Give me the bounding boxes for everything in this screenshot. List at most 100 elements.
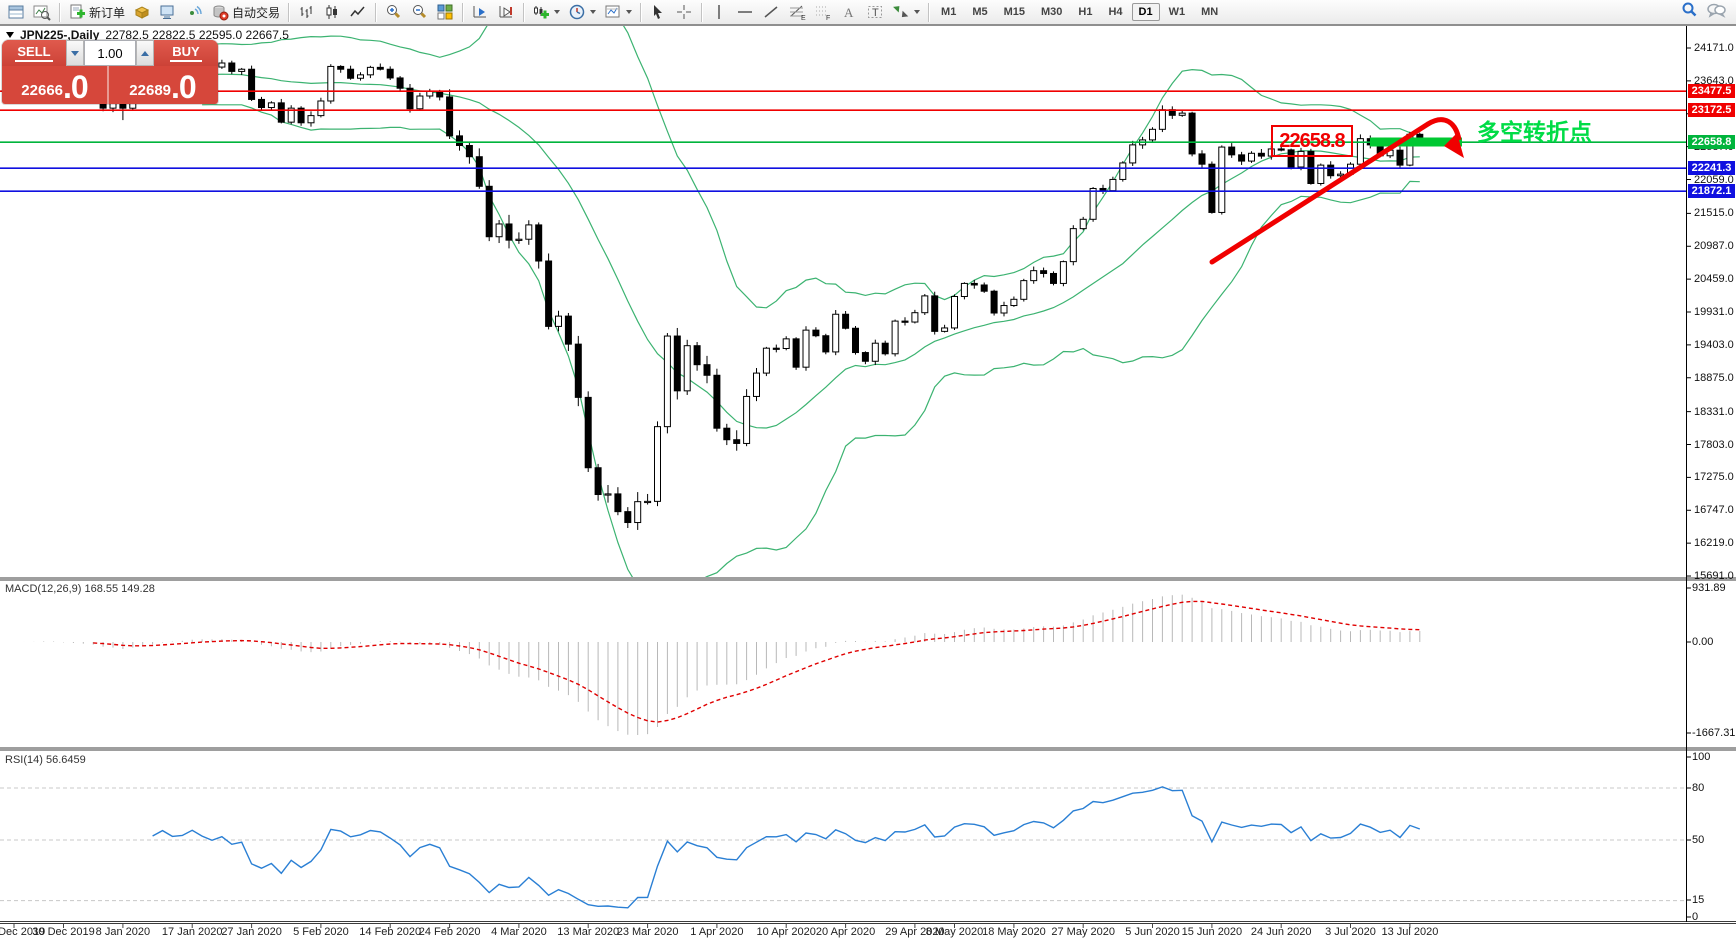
date-axis-label: 4 Mar 2020	[491, 926, 547, 938]
tile-windows-icon[interactable]	[433, 2, 457, 23]
timeframe-d1[interactable]: D1	[1131, 3, 1160, 21]
vertical-line-tool-icon[interactable]	[707, 2, 731, 23]
price-axis-label: 18331.0	[1694, 405, 1734, 418]
timeframe-m15[interactable]: M15	[1003, 6, 1025, 18]
price-axis-label: 23643.0	[1694, 74, 1734, 87]
bar-chart-icon[interactable]	[294, 2, 318, 23]
text-tool-icon[interactable]: A	[837, 2, 861, 23]
date-axis-label: 20 Apr 2020	[815, 926, 876, 938]
macd-axis-label: 931.89	[1692, 582, 1726, 594]
dropdown-caret	[590, 10, 597, 14]
timeframe-m30[interactable]: M30	[1041, 6, 1063, 18]
svg-text:T: T	[872, 7, 879, 19]
timeframe-h4[interactable]: H4	[1108, 6, 1123, 18]
zoom-in-icon[interactable]	[381, 2, 405, 23]
date-axis-label: 29 Apr 2020	[885, 926, 945, 938]
grid-tool-icon[interactable]: F	[811, 2, 835, 23]
periods-clock-button[interactable]	[565, 2, 599, 23]
zoom-out-icon[interactable]	[407, 2, 431, 23]
expert-advisors-icon[interactable]	[156, 2, 180, 23]
symbol-name: JPN225-,Daily	[20, 28, 100, 42]
up-arrow-icon	[141, 50, 149, 56]
volume-decrease-button[interactable]	[66, 40, 84, 66]
date-axis-label: 3 Jul 2020	[1325, 926, 1376, 938]
date-axis-label: 27 Jan 2020	[221, 926, 282, 938]
annotation-note-text[interactable]: 多空转折点	[1477, 119, 1592, 145]
arrows-tool-button[interactable]	[889, 2, 923, 23]
text-label-tool-icon[interactable]: T	[863, 2, 887, 23]
template-button[interactable]	[601, 2, 635, 23]
price-axis-label: 17275.0	[1694, 471, 1734, 484]
horizontal-line-tool-icon[interactable]	[733, 2, 757, 23]
timeframe-h1[interactable]: H1	[1078, 6, 1093, 18]
profiles-icon[interactable]	[30, 2, 54, 23]
price-badge: 23477.5	[1688, 84, 1735, 99]
autotrade-button[interactable]: 自动交易	[208, 2, 283, 23]
svg-text:F: F	[826, 15, 830, 21]
price-callout-box[interactable]: 22658.8	[1271, 125, 1353, 157]
main-toolbar: 新订单 自动交易 E F A T	[0, 0, 1736, 25]
price-axis-label: 24171.0	[1694, 42, 1734, 54]
date-axis-label: 20 Dec 2019	[0, 926, 46, 938]
rsi-axis-label: 50	[1692, 834, 1705, 846]
buy-button[interactable]: BUY	[154, 40, 218, 66]
trendline-tool-icon[interactable]	[759, 2, 783, 23]
line-chart-icon[interactable]	[346, 2, 370, 23]
price-axis-label: 19931.0	[1694, 306, 1734, 318]
date-axis-label: 10 Apr 2020	[756, 926, 816, 938]
macd-axis-label: 0.00	[1692, 636, 1714, 648]
sell-button[interactable]: SELL	[2, 40, 66, 66]
support-bar-annotation	[1370, 137, 1462, 147]
macd-histogram	[23, 594, 1421, 735]
chart-shift-icon[interactable]	[494, 2, 518, 23]
fibonacci-tool-icon[interactable]: E	[785, 2, 809, 23]
signal-icon[interactable]	[182, 2, 206, 23]
new-order-button[interactable]: 新订单	[65, 2, 128, 23]
trend-arrow-line	[1209, 121, 1431, 265]
price-axis-label: 22059.0	[1694, 173, 1734, 186]
price-axis-label: 16219.0	[1694, 537, 1734, 550]
volume-input[interactable]	[84, 40, 136, 66]
add-indicator-button[interactable]	[529, 2, 563, 23]
timeframe-m1[interactable]: M1	[941, 6, 957, 18]
sell-price[interactable]: 22666.0	[2, 66, 109, 104]
new-order-label: 新订单	[89, 5, 126, 20]
autotrade-label: 自动交易	[232, 5, 281, 20]
candlestick-chart-icon[interactable]	[320, 2, 344, 23]
date-axis-label: 13 Mar 2020	[557, 926, 620, 938]
chat-icon[interactable]	[1706, 1, 1726, 24]
price-axis-label: 20987.0	[1694, 240, 1734, 253]
rsi-label: RSI(14) 56.6459	[5, 754, 86, 766]
dropdown-caret	[554, 10, 561, 14]
annotations	[1209, 117, 1464, 265]
dropdown-caret	[914, 10, 921, 14]
toolbar-separator	[288, 2, 290, 22]
timeframe-mn[interactable]: MN	[1201, 6, 1219, 18]
date-axis-label: 18 May 2020	[982, 926, 1046, 938]
history-center-icon[interactable]	[130, 2, 154, 23]
toolbar-separator	[928, 2, 930, 22]
collapse-arrow-icon[interactable]	[6, 32, 14, 38]
buy-price[interactable]: 22689.0	[129, 69, 196, 104]
one-click-trading-panel: SELL BUY 22666.0 22689.0	[2, 40, 218, 104]
price-axis-label: 20459.0	[1694, 273, 1734, 286]
crosshair-tool-icon[interactable]	[672, 2, 696, 23]
date-axis-label: 13 Jul 2020	[1381, 926, 1439, 938]
chart-header: JPN225-,Daily 22782.5 22822.5 22595.0 22…	[6, 28, 289, 42]
candles	[10, 53, 1424, 530]
down-arrow-icon	[71, 50, 79, 56]
volume-increase-button[interactable]	[136, 40, 154, 66]
auto-scroll-icon[interactable]	[468, 2, 492, 23]
rsi-line	[152, 786, 1421, 909]
timeframe-m5[interactable]: M5	[972, 6, 988, 18]
cursor-tool-icon[interactable]	[646, 2, 670, 23]
market-watch-icon[interactable]	[4, 2, 28, 23]
macd-label: MACD(12,26,9) 168.55 149.28	[5, 583, 155, 595]
date-axis-label: 24 Jun 2020	[1250, 926, 1312, 938]
date-axis-label: 8 May 2020	[925, 926, 984, 938]
timeframe-w1[interactable]: W1	[1168, 6, 1186, 18]
search-icon[interactable]	[1680, 1, 1698, 24]
date-axis-label: 1 Apr 2020	[690, 926, 744, 938]
